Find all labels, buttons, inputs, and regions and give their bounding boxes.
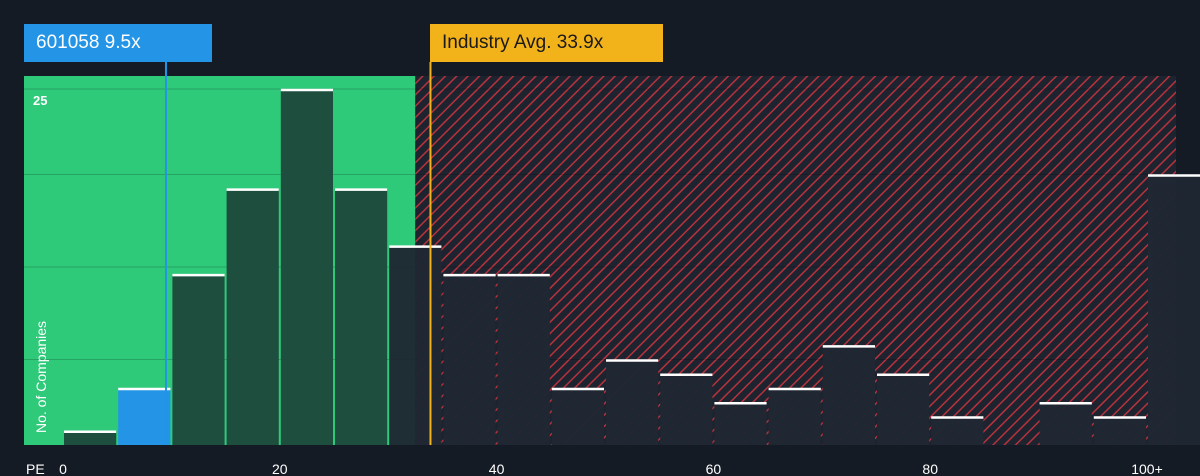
histogram-bar bbox=[335, 188, 388, 445]
histogram-bar bbox=[226, 188, 279, 445]
company-pe-callout: 601058 9.5x bbox=[24, 24, 212, 62]
y-axis-label: No. of Companies bbox=[33, 321, 49, 433]
industry-avg-callout: Industry Avg. 33.9x bbox=[430, 24, 663, 62]
histogram-bar bbox=[714, 402, 767, 445]
histogram-bar bbox=[172, 274, 225, 445]
x-axis-label: PE bbox=[26, 461, 45, 476]
histogram-bar bbox=[443, 274, 496, 445]
x-tick-label: 100+ bbox=[1131, 461, 1163, 476]
histogram-bar bbox=[497, 274, 550, 445]
histogram-bar bbox=[1039, 402, 1092, 445]
histogram-bar bbox=[877, 373, 930, 445]
x-tick-label: 40 bbox=[489, 461, 505, 476]
y-tick-label: 25 bbox=[33, 93, 47, 108]
x-tick-label: 20 bbox=[272, 461, 288, 476]
histogram-bar bbox=[660, 373, 713, 445]
histogram-bar bbox=[1093, 416, 1146, 445]
histogram-bar bbox=[280, 89, 333, 445]
histogram-bar bbox=[551, 388, 604, 445]
company-bar bbox=[118, 388, 171, 445]
histogram-bar bbox=[64, 430, 117, 445]
x-tick-label: 60 bbox=[706, 461, 722, 476]
histogram-bar bbox=[1148, 174, 1200, 445]
histogram-bar bbox=[822, 345, 875, 445]
x-tick-label: 0 bbox=[59, 461, 67, 476]
histogram-bar bbox=[606, 359, 659, 445]
x-tick-label: 80 bbox=[922, 461, 938, 476]
histogram-bar bbox=[768, 388, 821, 445]
histogram-bar bbox=[389, 245, 442, 445]
histogram-bar bbox=[931, 416, 984, 445]
